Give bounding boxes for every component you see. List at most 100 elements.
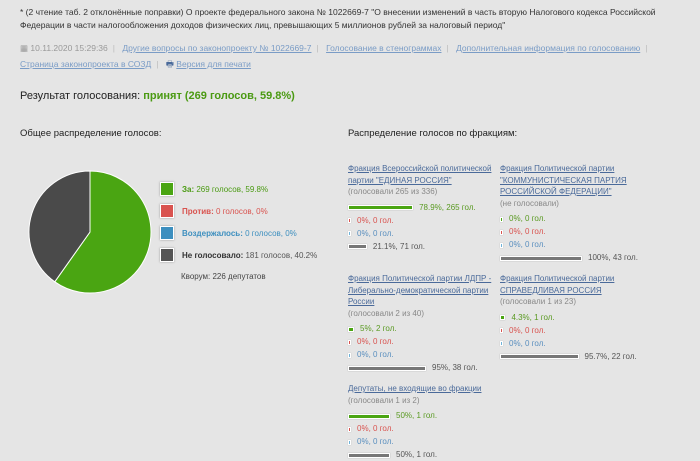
- quorum: Кворум: 226 депутатов: [181, 272, 266, 281]
- legend-swatch: [160, 226, 174, 240]
- vote-text: 0%, 0 гол.: [357, 437, 394, 447]
- faction-turnout: (голосовали 1 из 23): [500, 297, 576, 306]
- print-link[interactable]: Версия для печати: [176, 59, 251, 69]
- vote-text: 50%, 1 гол.: [396, 450, 438, 460]
- vote-bar: [500, 216, 503, 222]
- result-value: принят (269 голосов, 59.8%): [143, 90, 295, 102]
- legend-text: 0 голосов, 0%: [245, 228, 297, 238]
- vote-text: 50%, 1 гол.: [396, 411, 438, 421]
- legend-item: Не голосовало: 181 голосов, 40.2%: [160, 248, 317, 262]
- vote-bar: [500, 315, 506, 320]
- vote-bar: [348, 205, 414, 210]
- faction-link[interactable]: Фракция Всероссийской политической парти…: [348, 164, 492, 185]
- legend-label: Не голосовало:: [182, 250, 244, 260]
- faction-vote-row: 0%, 0 гол.: [348, 423, 493, 435]
- vote-bar: [348, 426, 351, 432]
- faction-vote-row: 0%, 0 гол.: [348, 215, 493, 227]
- vote-bar: [348, 365, 426, 371]
- legend-item: Воздержалось: 0 голосов, 0%: [160, 226, 297, 240]
- faction-vote-row: 95.7%, 22 гол.: [500, 351, 645, 363]
- vote-bar: [500, 242, 503, 248]
- legend-swatch: [160, 182, 174, 196]
- vote-text: 78.9%, 265 гол.: [419, 202, 476, 212]
- faction-vote-row: 78.9%, 265 гол.: [348, 202, 493, 214]
- faction-vote-row: 0%, 0 гол.: [348, 436, 493, 448]
- legend-swatch: [160, 204, 174, 218]
- pie-slice-0: [54, 170, 152, 294]
- vote-bar: [348, 339, 351, 345]
- faction-turnout: (голосовали 1 из 2): [348, 395, 420, 405]
- legend-item: За: 269 голосов, 59.8%: [160, 182, 268, 196]
- vote-text: 0%, 0 гол.: [509, 338, 546, 348]
- faction-block: Фракция Политической партии "КОММУНИСТИЧ…: [500, 163, 645, 264]
- legend-text: 269 голосов, 59.8%: [196, 184, 269, 194]
- result-label: Результат голосования:: [20, 90, 141, 102]
- faction-vote-row: 100%, 43 гол.: [500, 252, 645, 264]
- faction-vote-row: 0%, 0 гол.: [500, 239, 645, 251]
- vote-text: 0%, 0 гол.: [357, 215, 394, 225]
- vote-text: 0%, 0 гол.: [509, 227, 546, 237]
- legend-swatch: [160, 248, 174, 262]
- faction-block: Депутаты, не входящие во фракции (голосов…: [348, 383, 493, 461]
- calendar-icon: ▦: [20, 43, 29, 53]
- faction-turnout: (не голосовали): [500, 198, 559, 208]
- vote-bar: [348, 439, 351, 445]
- vote-bar: [348, 413, 390, 419]
- faction-block: Фракция Политической партии ЛДПР - Либер…: [348, 273, 493, 374]
- legend-label: Воздержалось:: [182, 228, 243, 238]
- faction-vote-row: 0%, 0 гол.: [500, 213, 645, 225]
- transcripts-link[interactable]: Голосование в стенограммах: [326, 43, 442, 53]
- faction-vote-row: 50%, 1 гол.: [348, 410, 493, 422]
- vote-text: 21.1%, 71 гол.: [372, 241, 426, 251]
- vote-text: 95.7%, 22 гол.: [584, 351, 637, 361]
- vote-title: * (2 чтение таб. 2 отклонённые поправки)…: [20, 7, 656, 30]
- faction-link[interactable]: Депутаты, не входящие во фракции: [348, 384, 482, 393]
- faction-link[interactable]: Фракция Политической партии "КОММУНИСТИЧ…: [500, 164, 627, 196]
- other-questions-link[interactable]: Другие вопросы по законопроекту № 102266…: [122, 43, 312, 53]
- factions-heading: Распределение голосов по фракциям:: [348, 128, 518, 139]
- legend-text: 0 голосов, 0%: [215, 206, 268, 216]
- vote-bar: [500, 341, 503, 346]
- vote-text: 100%, 43 гол.: [588, 253, 638, 263]
- faction-vote-row: 0%, 0 гол.: [348, 228, 493, 240]
- faction-block: Фракция Всероссийской политической парти…: [348, 163, 493, 253]
- vote-text: 0%, 0 гол.: [509, 325, 546, 335]
- vote-bar: [500, 229, 503, 235]
- overall-heading: Общее распределение голосов:: [20, 128, 162, 139]
- vote-bar: [500, 354, 579, 359]
- vote-text: 5%, 2 гол.: [360, 324, 397, 334]
- faction-vote-row: 95%, 38 гол.: [348, 362, 493, 374]
- faction-vote-row: 5%, 2 гол.: [348, 323, 493, 335]
- meta-bar: ▦ 10.11.2020 15:29:36 | Другие вопросы по…: [20, 43, 648, 69]
- vote-text: 4.3%, 1 гол.: [511, 312, 555, 322]
- vote-bar: [348, 326, 354, 332]
- vote-bar: [500, 255, 582, 261]
- faction-turnout: (голосовали 2 из 40): [348, 308, 424, 318]
- vote-text: 95%, 38 гол.: [432, 363, 478, 373]
- legend-label: За:: [182, 184, 195, 194]
- pie-slice-3: [28, 170, 91, 283]
- faction-link[interactable]: Фракция Политической партии СПРАВЕДЛИВАЯ…: [500, 274, 615, 295]
- vote-result: Результат голосования: принят (269 голос…: [20, 90, 295, 102]
- vote-text: 0%, 0 гол.: [357, 350, 394, 360]
- faction-vote-row: 50%, 1 гол.: [348, 449, 493, 461]
- sozd-link[interactable]: Страница законопроекта в СОЗД: [20, 59, 152, 69]
- vote-text: 0%, 0 гол.: [357, 228, 394, 238]
- faction-vote-row: 0%, 0 гол.: [500, 338, 645, 350]
- vote-bar: [348, 218, 351, 223]
- legend-label: Против:: [182, 206, 214, 216]
- faction-turnout: (голосовали 265 из 336): [348, 187, 438, 196]
- faction-vote-row: 0%, 0 гол.: [348, 349, 493, 361]
- vote-bar: [348, 231, 351, 236]
- legend-text: 181 голосов, 40.2%: [245, 250, 318, 260]
- vote-text: 0%, 0 гол.: [509, 214, 546, 224]
- vote-date: 10.11.2020 15:29:36: [30, 43, 108, 53]
- faction-link[interactable]: Фракция Политической партии ЛДПР - Либер…: [348, 274, 492, 306]
- extra-info-link[interactable]: Дополнительная информация по голосованию: [456, 43, 641, 53]
- vote-bar: [348, 244, 367, 249]
- faction-vote-row: 0%, 0 гол.: [348, 336, 493, 348]
- vote-bar: [348, 352, 351, 358]
- legend-item: Против: 0 голосов, 0%: [160, 204, 268, 218]
- faction-block: Фракция Политической партии СПРАВЕДЛИВАЯ…: [500, 273, 645, 363]
- vote-text: 0%, 0 гол.: [357, 337, 394, 347]
